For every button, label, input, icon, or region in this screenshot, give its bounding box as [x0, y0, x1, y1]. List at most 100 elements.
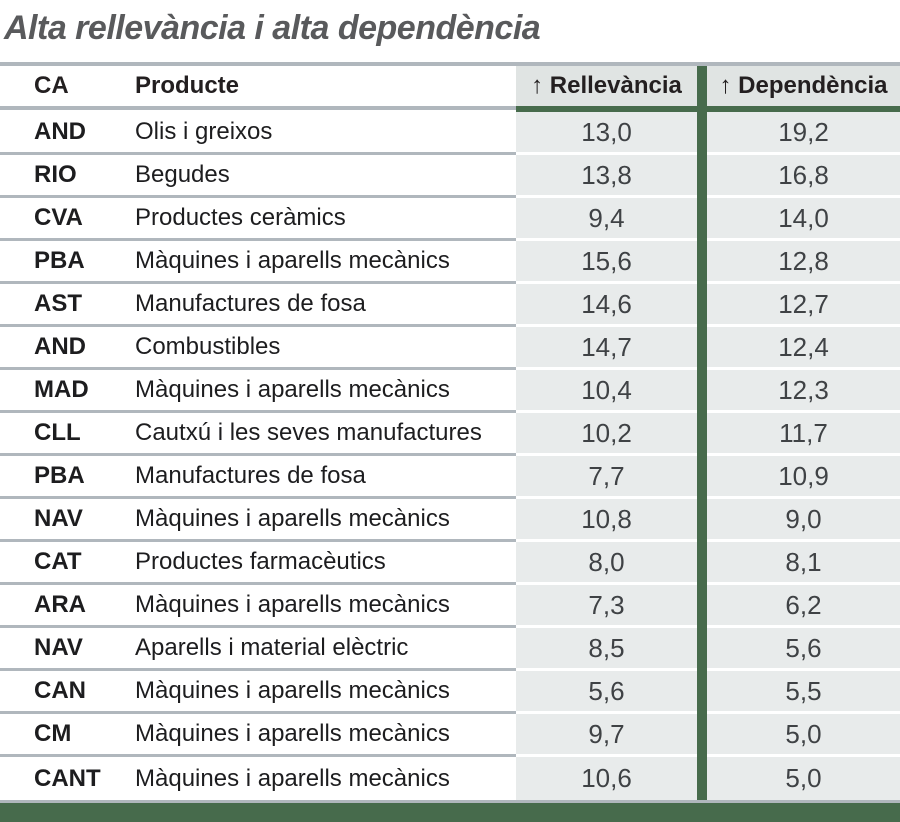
cell-dependencia: 10,9	[707, 456, 900, 499]
cell-rellevancia: 9,7	[516, 714, 697, 757]
cell-ca: NAV	[34, 634, 83, 661]
cell-rellevancia: 10,4	[516, 370, 697, 413]
cell-rellevancia: 8,0	[516, 542, 697, 585]
cell-producte: Màquines i aparells mecànics	[135, 591, 450, 618]
cell-ca: ARA	[34, 591, 86, 618]
row-left-group: PBA Màquines i aparells mecànics	[0, 241, 516, 284]
cell-dependencia: 12,7	[707, 284, 900, 327]
cell-ca: AND	[34, 118, 86, 145]
table-header-row: CA Producte ↑ Rellevància ↑ Dependència	[0, 66, 900, 106]
header-rellevancia: ↑ Rellevància	[516, 66, 697, 106]
cell-ca: RIO	[34, 161, 77, 188]
cell-rellevancia: 7,3	[516, 585, 697, 628]
cell-rellevancia: 9,4	[516, 198, 697, 241]
table-row: CVA Productes ceràmics 9,4 14,0	[0, 198, 900, 241]
header-underline-gray-rule	[0, 106, 516, 110]
cell-dependencia: 11,7	[707, 413, 900, 456]
cell-dependencia: 16,8	[707, 155, 900, 198]
row-left-group: PBA Manufactures de fosa	[0, 456, 516, 499]
cell-rellevancia: 15,6	[516, 241, 697, 284]
column-divider	[697, 112, 707, 155]
table-row: PBA Màquines i aparells mecànics 15,6 12…	[0, 241, 900, 284]
cell-rellevancia: 7,7	[516, 456, 697, 499]
cell-dependencia: 5,0	[707, 757, 900, 800]
cell-producte: Begudes	[135, 161, 230, 188]
cell-producte: Manufactures de fosa	[135, 290, 366, 317]
header-left-group: CA Producte	[0, 66, 516, 106]
cell-dependencia: 12,3	[707, 370, 900, 413]
column-divider	[697, 413, 707, 456]
table-row: NAV Màquines i aparells mecànics 10,8 9,…	[0, 499, 900, 542]
column-divider	[697, 456, 707, 499]
table-row: AND Combustibles 14,7 12,4	[0, 327, 900, 370]
table-row: CAN Màquines i aparells mecànics 5,6 5,5	[0, 671, 900, 714]
row-left-group: CAN Màquines i aparells mecànics	[0, 671, 516, 714]
cell-dependencia: 12,8	[707, 241, 900, 284]
cell-producte: Aparells i material elèctric	[135, 634, 409, 661]
cell-producte: Màquines i aparells mecànics	[135, 720, 450, 747]
cell-ca: AST	[34, 290, 82, 317]
column-divider	[697, 241, 707, 284]
cell-producte: Màquines i aparells mecànics	[135, 505, 450, 532]
row-left-group: CAT Productes farmacèutics	[0, 542, 516, 585]
row-left-group: NAV Aparells i material elèctric	[0, 628, 516, 671]
column-divider	[697, 585, 707, 628]
cell-producte: Cautxú i les seves manufactures	[135, 419, 482, 446]
data-table: CA Producte ↑ Rellevància ↑ Dependència …	[0, 66, 900, 822]
cell-ca: CAT	[34, 548, 82, 575]
cell-producte: Màquines i aparells mecànics	[135, 376, 450, 403]
header-underline	[0, 106, 900, 112]
table-row: AST Manufactures de fosa 14,6 12,7	[0, 284, 900, 327]
header-ca: CA	[34, 72, 69, 99]
cell-ca: MAD	[34, 376, 89, 403]
cell-producte: Manufactures de fosa	[135, 462, 366, 489]
bottom-green-bar	[0, 803, 900, 822]
column-divider	[697, 499, 707, 542]
cell-dependencia: 5,0	[707, 714, 900, 757]
table-bottom-rule	[0, 800, 900, 803]
cell-ca: PBA	[34, 247, 85, 274]
column-divider	[697, 542, 707, 585]
cell-rellevancia: 10,8	[516, 499, 697, 542]
cell-producte: Màquines i aparells mecànics	[135, 247, 450, 274]
header-producte: Producte	[135, 72, 240, 99]
row-left-group: AST Manufactures de fosa	[0, 284, 516, 327]
column-divider	[697, 757, 707, 800]
title-area: Alta rellevància i alta dependència	[0, 0, 900, 62]
table-top-rule	[0, 62, 900, 66]
cell-rellevancia: 14,6	[516, 284, 697, 327]
cell-ca: NAV	[34, 505, 83, 532]
cell-producte: Màquines i aparells mecànics	[135, 677, 450, 704]
column-divider	[697, 628, 707, 671]
table-row: CANT Màquines i aparells mecànics 10,6 5…	[0, 757, 900, 800]
row-left-group: RIO Begudes	[0, 155, 516, 198]
cell-dependencia: 5,5	[707, 671, 900, 714]
figure-title: Alta rellevància i alta dependència	[4, 9, 541, 47]
cell-dependencia: 12,4	[707, 327, 900, 370]
cell-dependencia: 6,2	[707, 585, 900, 628]
column-divider	[697, 198, 707, 241]
column-divider	[697, 370, 707, 413]
header-underline-green-rule	[516, 106, 900, 112]
cell-dependencia: 19,2	[707, 112, 900, 155]
table-row: CM Màquines i aparells mecànics 9,7 5,0	[0, 714, 900, 757]
cell-dependencia: 14,0	[707, 198, 900, 241]
cell-producte: Màquines i aparells mecànics	[135, 764, 450, 792]
cell-rellevancia: 10,2	[516, 413, 697, 456]
cell-dependencia: 5,6	[707, 628, 900, 671]
cell-ca: CAN	[34, 677, 86, 704]
column-divider	[697, 66, 707, 106]
cell-rellevancia: 13,8	[516, 155, 697, 198]
column-divider	[697, 284, 707, 327]
row-left-group: NAV Màquines i aparells mecànics	[0, 499, 516, 542]
cell-ca: PBA	[34, 462, 85, 489]
table-row: PBA Manufactures de fosa 7,7 10,9	[0, 456, 900, 499]
cell-dependencia: 9,0	[707, 499, 900, 542]
table-row: CAT Productes farmacèutics 8,0 8,1	[0, 542, 900, 585]
table-row: NAV Aparells i material elèctric 8,5 5,6	[0, 628, 900, 671]
table-row: AND Olis i greixos 13,0 19,2	[0, 112, 900, 155]
cell-rellevancia: 14,7	[516, 327, 697, 370]
column-divider	[697, 671, 707, 714]
row-left-group: AND Combustibles	[0, 327, 516, 370]
